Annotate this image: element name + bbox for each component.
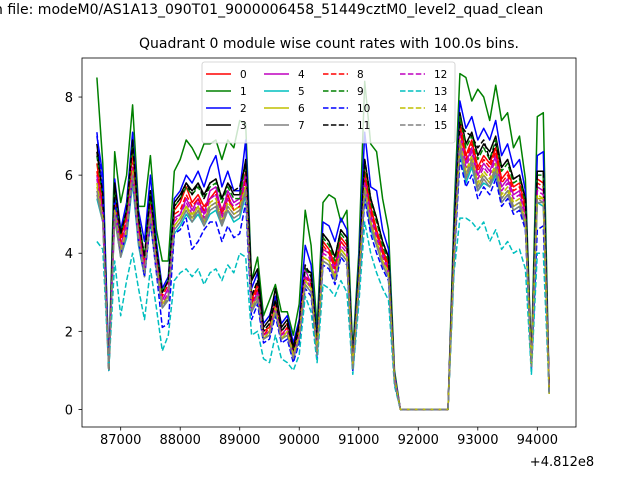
chart-title: Quadrant 0 module wise count rates with … [139,36,519,52]
series-layer [96,72,550,411]
series-line-1 [96,72,550,411]
x-tick-label: 90000 [279,433,320,448]
legend-label-1: 1 [240,86,247,98]
legend-label-7: 7 [298,120,305,132]
axis-layer: 87000 88000 89000 90000 91000 92000 93000 94000… [65,57,577,448]
series-line-11 [96,123,550,411]
x-tick-label: 88000 [160,433,201,448]
y-tick-label: 6 [65,169,73,184]
legend-label-6: 6 [298,103,305,115]
legend-label-14: 14 [434,103,448,115]
legend-label-11: 11 [357,120,370,132]
axes-frame [81,57,577,428]
y-tick-label: 4 [65,247,73,262]
x-offset-label: +4.812e8 [530,455,594,470]
x-tick-label: 93000 [457,433,498,448]
x-tick-label: 89000 [219,433,260,448]
figure-suptitle: n file: modeM0/AS1A13_090T01_9000006458_… [0,2,544,18]
y-tick-label: 8 [65,91,73,106]
series-line-13 [96,217,550,411]
legend-label-9: 9 [357,86,364,98]
legend-label-10: 10 [357,103,370,115]
y-tick-label: 0 [65,403,73,418]
legend-label-13: 13 [434,86,447,98]
legend-label-2: 2 [240,103,247,115]
x-tick-label: 87000 [100,433,141,448]
x-tick-label: 94000 [517,433,558,448]
series-line-15 [96,143,550,411]
legend-label-4: 4 [298,69,305,81]
x-tick-label: 91000 [338,433,379,448]
x-tick-label: 92000 [398,433,439,448]
legend-label-15: 15 [434,120,447,132]
legend-label-5: 5 [298,86,305,98]
legend-box [201,61,456,144]
legend-label-3: 3 [240,120,247,132]
legend-label-8: 8 [357,69,364,81]
legend-label-12: 12 [434,69,447,81]
y-tick-label: 2 [65,325,73,340]
legend-label-0: 0 [240,69,247,81]
